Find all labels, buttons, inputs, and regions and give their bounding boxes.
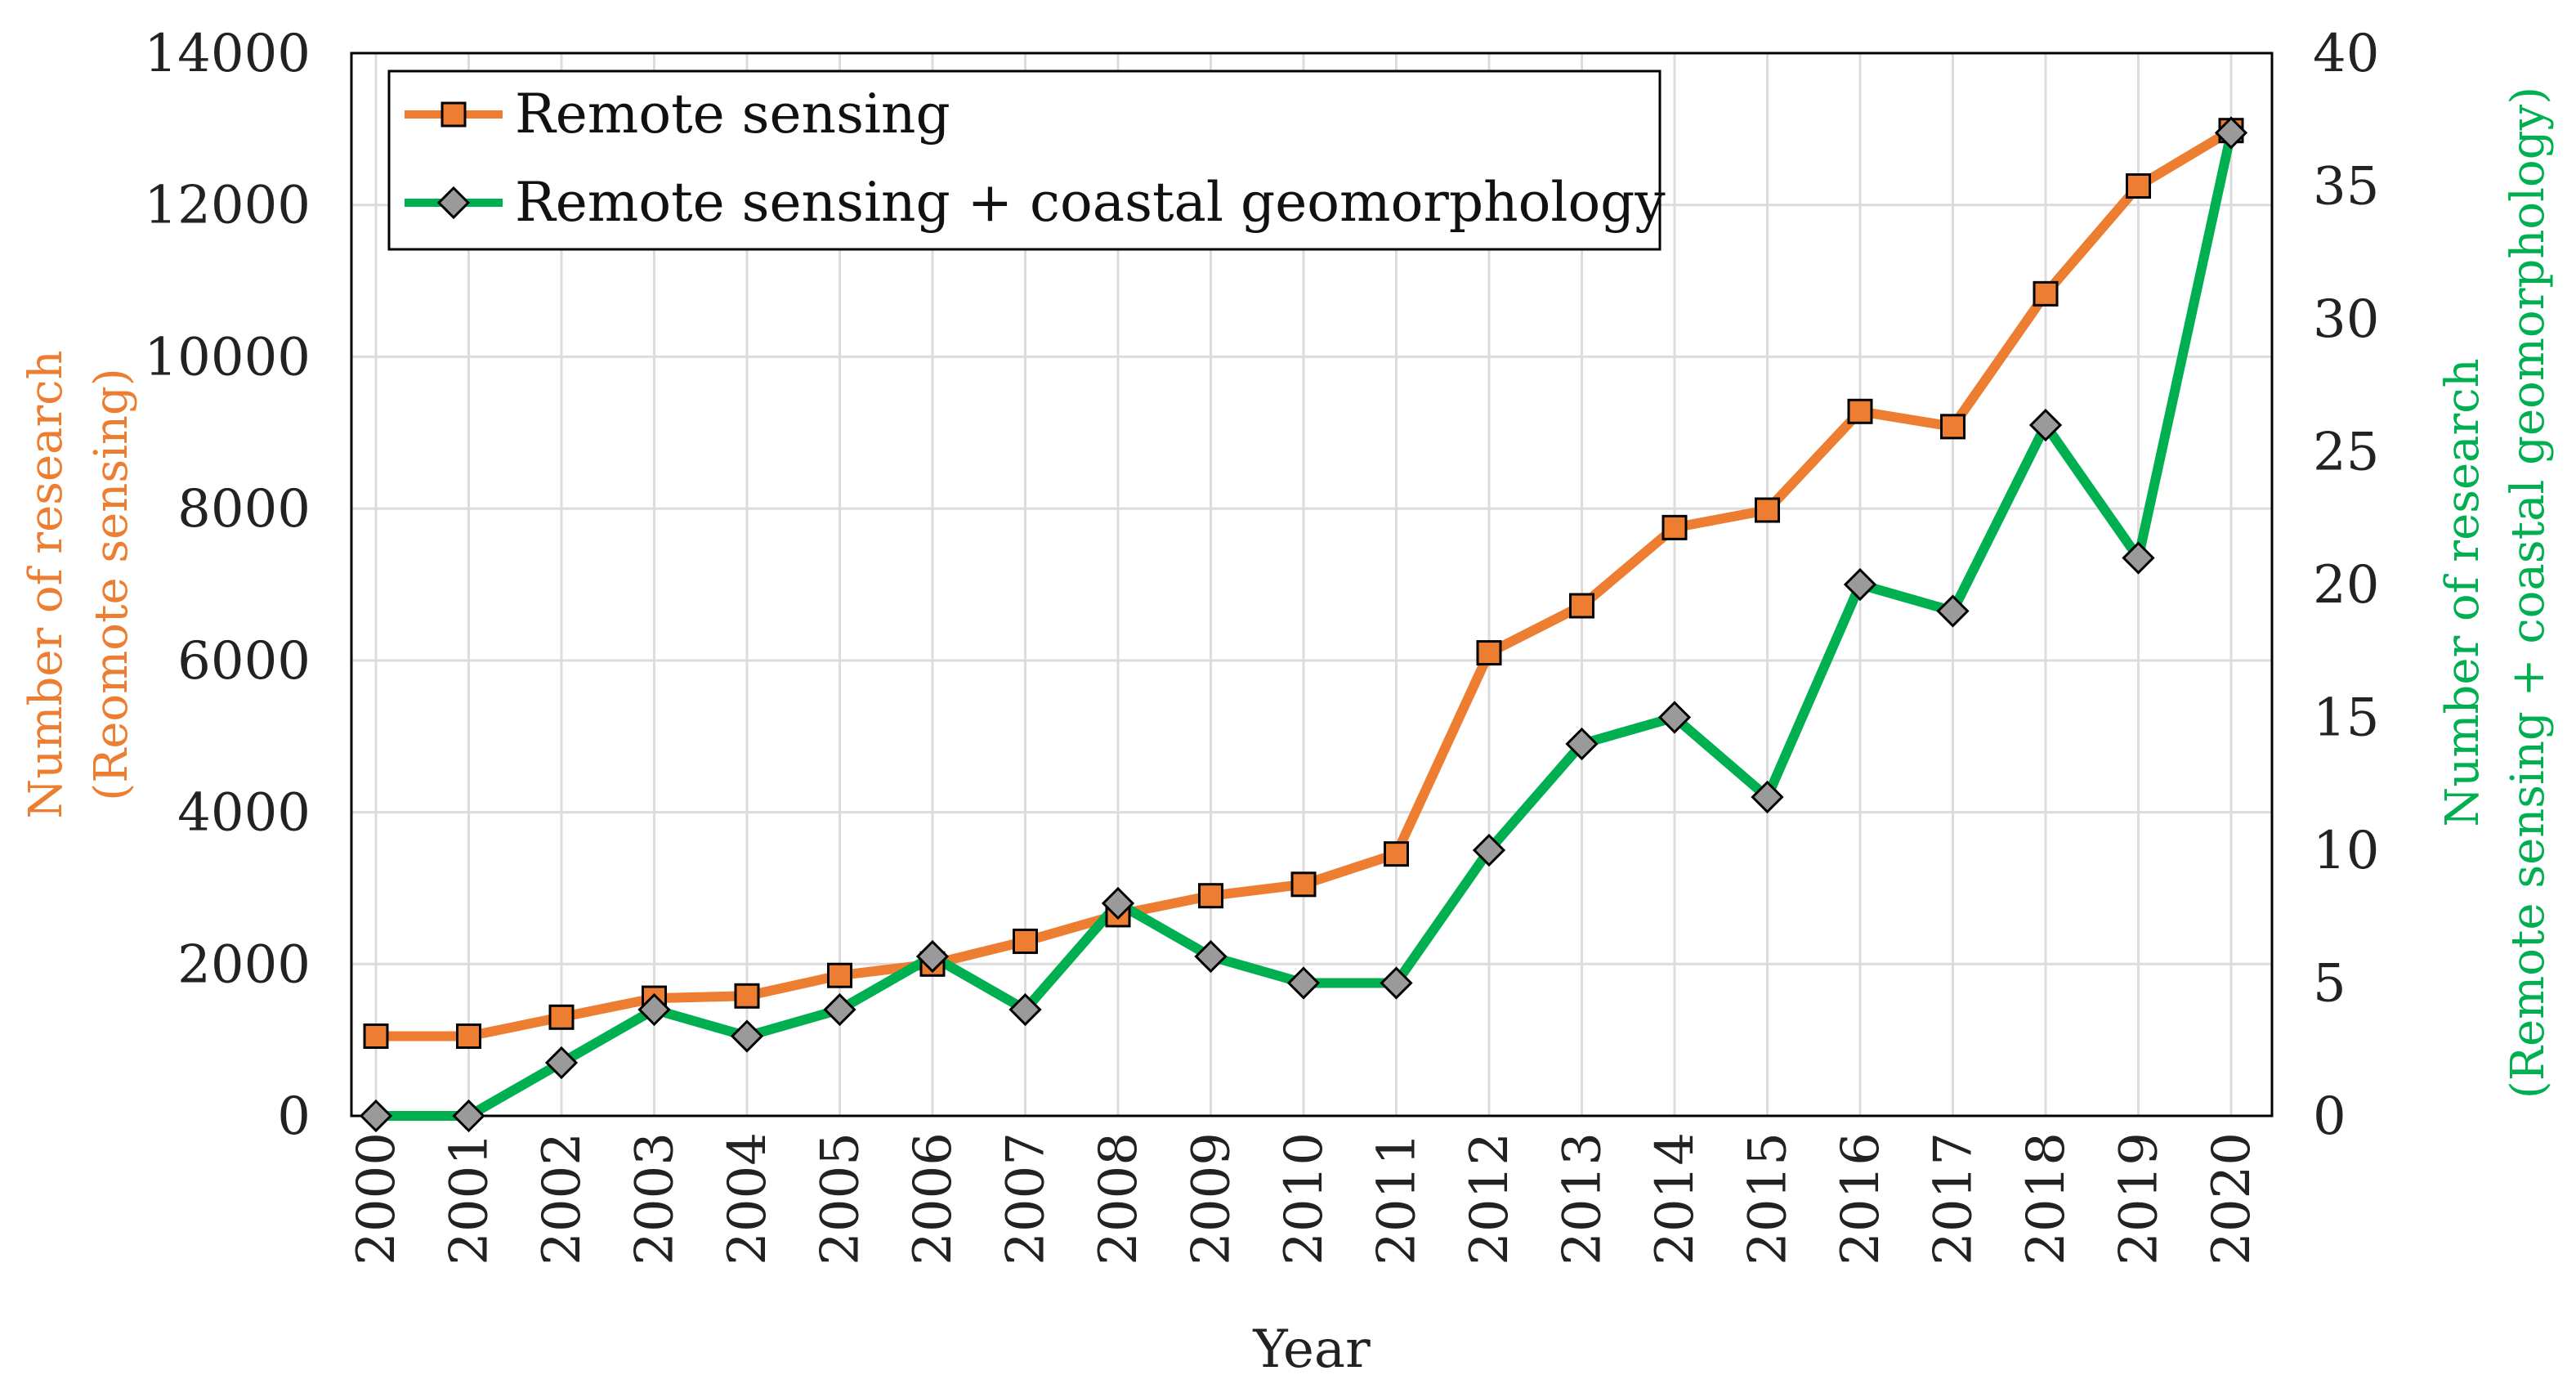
data-point-remote-sensing (1198, 883, 1223, 909)
y-axis-left-label-line-1: Number of research (20, 350, 73, 818)
y-tick-left-label: 10000 (144, 327, 311, 387)
x-tick-label: 2013 (1553, 1132, 1613, 1265)
y-tick-left-label: 8000 (177, 479, 311, 540)
data-point-remote-sensing-coastal (1565, 727, 1599, 761)
data-point-remote-sensing (1569, 593, 1594, 619)
legend-label-remote-sensing-coastal: Remote sensing + coastal geomorphology (515, 171, 1666, 234)
data-point-remote-sensing-coastal (2122, 541, 2155, 575)
x-tick-label: 2008 (1089, 1132, 1149, 1265)
x-tick-label: 2000 (347, 1132, 407, 1265)
data-point-remote-sensing (1940, 414, 1966, 440)
x-tick-label: 2012 (1460, 1132, 1520, 1265)
x-tick-label: 2009 (1182, 1132, 1242, 1265)
y-tick-left-label: 6000 (177, 631, 311, 692)
data-point-remote-sensing (1476, 640, 1502, 666)
data-point-remote-sensing-coastal (1751, 780, 1784, 814)
y-tick-right-label: 35 (2313, 157, 2379, 217)
data-point-remote-sensing (1847, 398, 1873, 424)
data-point-remote-sensing-coastal (2028, 408, 2063, 442)
x-tick-label: 2006 (903, 1132, 964, 1265)
data-point-remote-sensing-coastal (1936, 594, 1970, 628)
data-point-remote-sensing-coastal (1008, 992, 1042, 1027)
data-point-remote-sensing-coastal (915, 939, 950, 974)
data-point-remote-sensing (548, 1004, 575, 1030)
data-point-remote-sensing-coastal (1472, 833, 1506, 867)
x-tick-label: 2010 (1274, 1132, 1335, 1265)
data-point-remote-sensing-coastal (1380, 966, 1413, 1000)
data-point-remote-sensing (1755, 497, 1780, 523)
y-axis-right: 0 5 10 15 20 25 30 35 40 (2313, 24, 2379, 1147)
y-tick-right-label: 25 (2313, 423, 2379, 483)
data-point-remote-sensing-coastal (730, 1019, 764, 1053)
x-tick-label: 2003 (625, 1132, 686, 1265)
data-point-remote-sensing-coastal (452, 1099, 485, 1133)
data-point-remote-sensing-coastal (637, 992, 671, 1027)
data-point-remote-sensing-coastal (1101, 886, 1135, 920)
data-point-remote-sensing (2126, 173, 2151, 199)
x-axis-title: Year (1252, 1319, 1371, 1380)
y-tick-left-label: 0 (277, 1086, 311, 1147)
y-tick-left-label: 14000 (144, 24, 311, 84)
legend: Remote sensing Remote sensing + coastal … (387, 69, 1666, 251)
x-tick-label: 2011 (1367, 1132, 1428, 1265)
data-point-remote-sensing (2033, 280, 2059, 307)
data-point-remote-sensing-coastal (1194, 939, 1228, 974)
data-point-remote-sensing-coastal (2214, 116, 2248, 150)
x-tick-label: 2004 (718, 1132, 778, 1265)
data-point-remote-sensing (827, 962, 852, 988)
legend-box (387, 69, 1661, 251)
y-axis-right-label-line-1: Number of research (2436, 358, 2489, 826)
legend-label-remote-sensing: Remote sensing (515, 83, 950, 146)
legend-marker-square (441, 101, 467, 128)
x-tick-label: 2005 (811, 1132, 871, 1265)
y-tick-right-label: 40 (2313, 24, 2379, 84)
x-tick-label: 2015 (1738, 1132, 1799, 1265)
y-tick-right-label: 15 (2313, 688, 2379, 749)
x-axis: 2000 2001 2002 2003 2004 2005 2006 2007 2008 2009… (347, 1132, 2262, 1265)
data-point-remote-sensing-coastal (823, 992, 856, 1027)
y-tick-right-label: 0 (2313, 1086, 2346, 1147)
x-tick-label: 2017 (1924, 1132, 1984, 1265)
data-point-remote-sensing-coastal (544, 1046, 579, 1080)
x-tick-label: 2002 (532, 1132, 593, 1265)
y-axis-right-label-line-2: (Remote sensing + coastal geomorphology) (2502, 87, 2555, 1099)
y-axis-left: 0 2000 4000 6000 8000 10000 12000 14000 (144, 24, 311, 1147)
y-axis-left-label-line-2: (Reomote sensing) (85, 368, 138, 800)
y-tick-right-label: 30 (2313, 289, 2379, 350)
y-tick-right-label: 20 (2313, 555, 2379, 616)
x-tick-label: 2007 (996, 1132, 1057, 1265)
data-point-remote-sensing-coastal (1286, 966, 1321, 1000)
legend-marker-diamond (436, 186, 471, 220)
data-point-remote-sensing (1384, 841, 1409, 867)
data-point-remote-sensing (456, 1023, 481, 1049)
data-point-remote-sensing (734, 983, 760, 1009)
x-tick-label: 2001 (440, 1132, 500, 1265)
y-tick-left-label: 4000 (177, 783, 311, 844)
y-tick-right-label: 5 (2313, 954, 2346, 1015)
plot-area-frame (350, 52, 2274, 1118)
x-tick-label: 2014 (1645, 1132, 1706, 1265)
x-tick-label: 2018 (2016, 1132, 2077, 1265)
x-tick-label: 2019 (2109, 1132, 2170, 1265)
data-point-remote-sensing (363, 1023, 389, 1049)
y-tick-left-label: 2000 (177, 934, 311, 995)
x-tick-label: 2016 (1831, 1132, 1891, 1265)
series-layer (359, 116, 2248, 1133)
data-point-remote-sensing-coastal (359, 1099, 393, 1133)
data-point-remote-sensing (1290, 871, 1317, 898)
data-point-remote-sensing-coastal (1657, 701, 1692, 734)
x-tick-label: 2020 (2202, 1132, 2262, 1265)
y-tick-right-label: 10 (2313, 821, 2379, 881)
data-point-remote-sensing-coastal (1843, 567, 1877, 602)
y-tick-left-label: 12000 (144, 176, 311, 236)
data-point-remote-sensing (1661, 514, 1688, 540)
data-point-remote-sensing (1013, 928, 1038, 954)
